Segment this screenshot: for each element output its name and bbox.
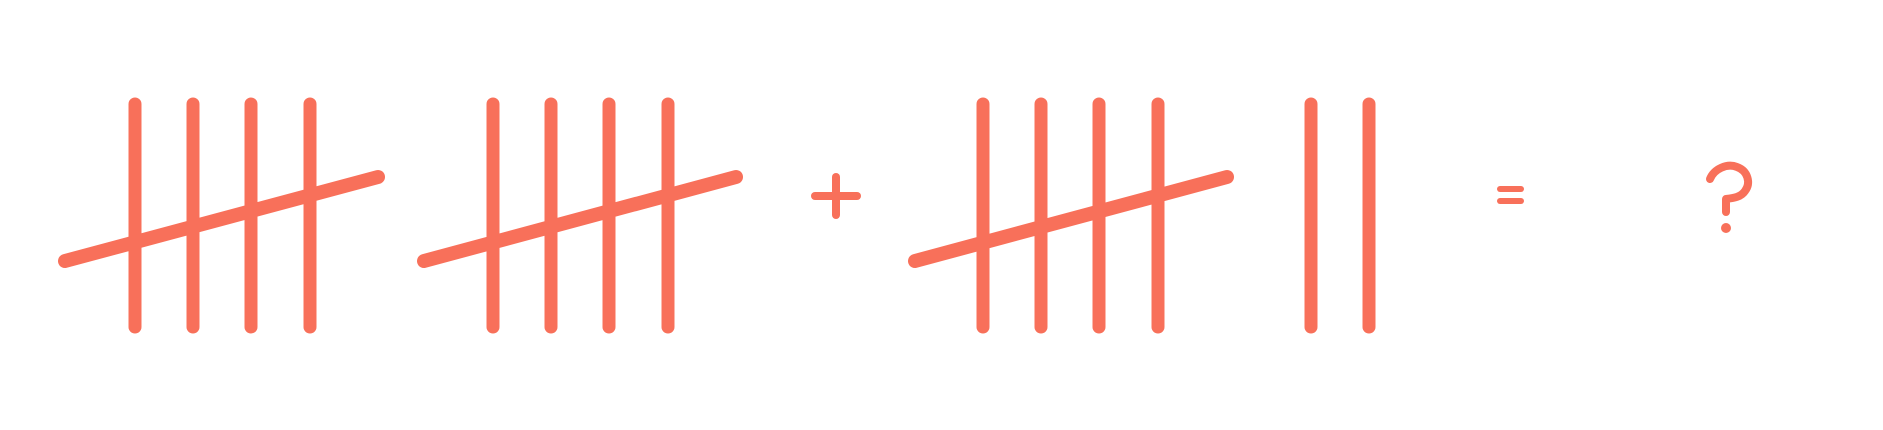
tally-group-two — [1304, 97, 1376, 334]
question-mark-curve — [1706, 161, 1753, 216]
tally-cross-stroke — [417, 170, 743, 268]
question-mark-dot — [1721, 223, 1731, 233]
question-mark-icon — [1706, 161, 1753, 233]
tally-cross-stroke — [58, 170, 385, 268]
tally-group-five-1 — [58, 97, 385, 334]
equals-operator — [1497, 186, 1524, 204]
tally-cross-stroke — [908, 170, 1234, 268]
tally-group-five-3 — [908, 97, 1234, 334]
plus-operator — [811, 173, 861, 219]
tally-group-five-2 — [417, 97, 743, 334]
